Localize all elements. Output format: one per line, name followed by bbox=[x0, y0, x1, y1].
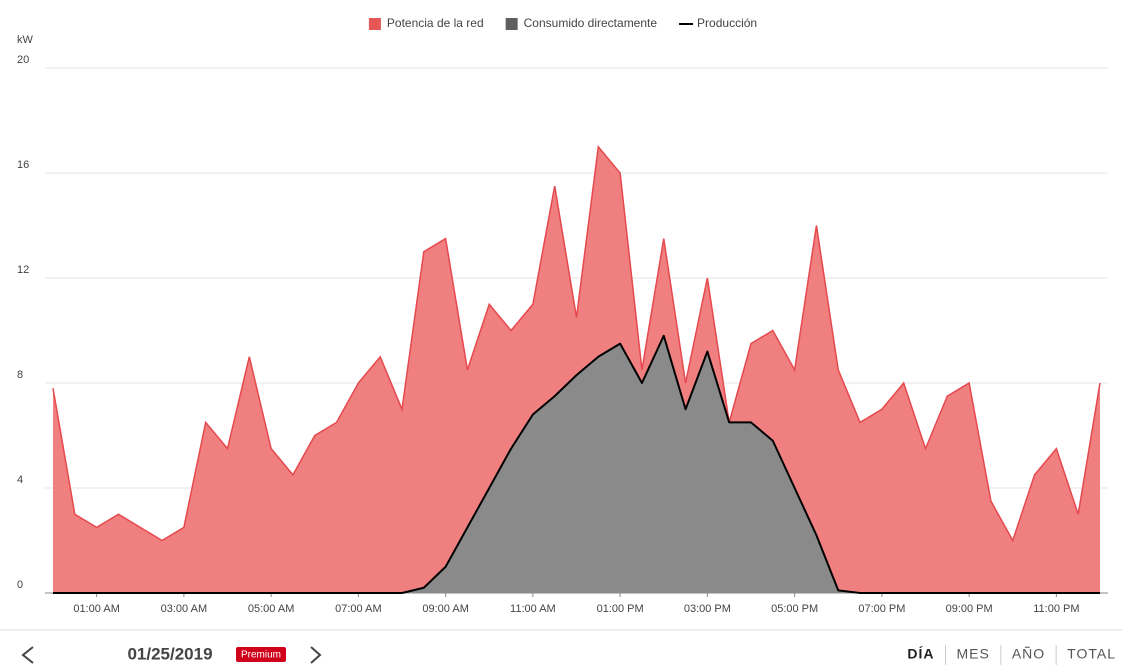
legend-item[interactable]: Potencia de la red bbox=[368, 16, 484, 30]
next-arrow[interactable] bbox=[310, 646, 322, 664]
prev-arrow[interactable] bbox=[21, 646, 34, 664]
area bbox=[53, 146, 1100, 593]
line bbox=[53, 334, 1100, 594]
y-tick-label: 12 bbox=[17, 264, 29, 276]
x-tick-label: 09:00 PM bbox=[946, 603, 993, 615]
y-tick-label: 0 bbox=[17, 579, 23, 591]
premium-label: Premium bbox=[241, 650, 281, 661]
legend-item[interactable]: Consumido directamente bbox=[505, 16, 658, 30]
tab[interactable]: DÍA bbox=[907, 646, 934, 662]
legend-label: Consumido directamente bbox=[524, 16, 658, 30]
tab[interactable]: AÑO bbox=[1012, 646, 1045, 662]
x-tick-label: 05:00 AM bbox=[248, 603, 294, 615]
date: 01/25/2019 bbox=[127, 644, 212, 663]
x-tick-label: 07:00 PM bbox=[858, 603, 905, 615]
x-tick-label: 07:00 AM bbox=[335, 603, 381, 615]
x-tick-label: 03:00 PM bbox=[684, 603, 731, 615]
y-tick-label: 20 bbox=[17, 54, 29, 66]
tab[interactable]: MES bbox=[956, 646, 989, 662]
y-tick-label: 8 bbox=[17, 369, 23, 381]
x-tick-label: 11:00 PM bbox=[1033, 603, 1079, 615]
x-tick-label: 05:00 PM bbox=[771, 603, 818, 615]
y-unit: kW bbox=[17, 34, 34, 46]
tabs: TOTAL AÑO MES DÍA bbox=[907, 645, 1116, 665]
y-tick-label: 4 bbox=[17, 474, 23, 486]
x-tick-label: 03:00 AM bbox=[161, 603, 207, 615]
premium-badge[interactable] bbox=[236, 647, 286, 662]
x-tick-label: 01:00 AM bbox=[73, 603, 119, 615]
area-edge bbox=[52, 144, 1101, 543]
legend-label: Potencia de la red bbox=[387, 16, 484, 30]
tab[interactable]: TOTAL bbox=[1067, 646, 1116, 662]
y-tick-label: 16 bbox=[17, 159, 29, 171]
legend: Potencia de la red Consumido directamente… bbox=[368, 16, 757, 30]
legend-label: Producción bbox=[697, 16, 757, 30]
legend-swatch bbox=[368, 18, 381, 30]
x-tick-label: 11:00 AM bbox=[510, 603, 556, 615]
x-tick-label: 09:00 AM bbox=[422, 603, 468, 615]
area bbox=[53, 335, 1100, 593]
legend-swatch bbox=[505, 18, 518, 30]
legend-item[interactable]: Producción bbox=[679, 16, 757, 30]
x-tick-label: 01:00 PM bbox=[597, 603, 644, 615]
